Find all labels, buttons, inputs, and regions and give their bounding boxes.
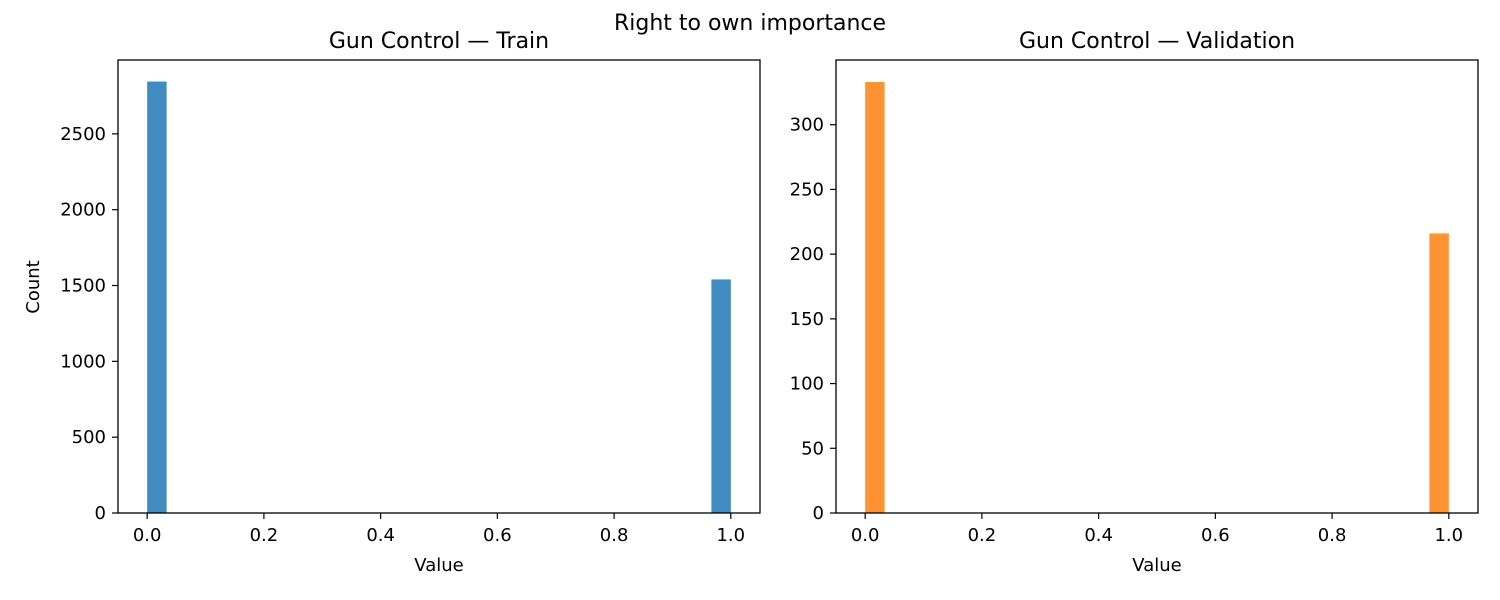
validation-bars <box>865 82 1449 514</box>
train-y-tick-label-0: 0 <box>95 503 106 524</box>
train-panel: Gun Control — Train 0.0 0.2 0.4 0.6 0.8 1.0 0… <box>23 29 761 576</box>
train-panel-title: Gun Control — Train <box>329 29 549 54</box>
train-axes-frame <box>117 59 761 514</box>
train-y-tick-label-2: 1000 <box>60 351 106 372</box>
validation-y-ticks: 0 50 100 150 200 250 300 <box>790 115 836 524</box>
validation-x-tick-label-2: 0.4 <box>1084 525 1113 546</box>
validation-x-tick-label-0: 0.0 <box>851 525 880 546</box>
validation-y-tick-label-6: 300 <box>790 115 824 136</box>
validation-y-tick-label-0: 0 <box>813 503 824 524</box>
train-y-tick-label-3: 1500 <box>60 276 106 297</box>
validation-x-tick-label-5: 1.0 <box>1434 525 1463 546</box>
validation-x-tick-label-4: 0.8 <box>1318 525 1347 546</box>
validation-bar-1 <box>1429 233 1449 514</box>
train-x-tick-label-5: 1.0 <box>716 525 745 546</box>
train-y-tick-label-1: 500 <box>72 427 106 448</box>
validation-panel: Gun Control — Validation 0.0 0.2 0.4 0.6 0.8… <box>790 29 1479 576</box>
validation-x-tick-label-3: 0.6 <box>1201 525 1230 546</box>
validation-y-tick-label-4: 200 <box>790 244 824 265</box>
validation-y-tick-label-3: 150 <box>790 309 824 330</box>
validation-x-tick-label-1: 0.2 <box>968 525 997 546</box>
train-x-ticks: 0.0 0.2 0.4 0.6 0.8 1.0 <box>133 513 745 546</box>
train-y-tick-label-4: 2000 <box>60 200 106 221</box>
validation-bar-0 <box>865 82 885 513</box>
train-y-tick-label-5: 2500 <box>60 124 106 145</box>
train-bar-1 <box>711 279 731 513</box>
train-x-tick-label-1: 0.2 <box>250 525 279 546</box>
train-x-tick-label-3: 0.6 <box>483 525 512 546</box>
train-y-ticks: 0 500 1000 1500 2000 2500 <box>60 124 118 524</box>
validation-x-axis-label: Value <box>1132 555 1181 576</box>
train-x-axis-label: Value <box>414 555 463 576</box>
validation-y-tick-label-2: 100 <box>790 374 824 395</box>
train-bar-0 <box>147 81 167 514</box>
validation-axes-frame <box>835 59 1479 514</box>
train-x-tick-label-4: 0.8 <box>600 525 629 546</box>
train-x-tick-label-0: 0.0 <box>133 525 162 546</box>
validation-panel-title: Gun Control — Validation <box>1019 29 1295 54</box>
figure-suptitle: Right to own importance <box>614 11 886 36</box>
train-bars <box>147 81 731 514</box>
train-y-axis-label: Count <box>23 260 44 313</box>
validation-y-tick-label-5: 250 <box>790 179 824 200</box>
validation-x-ticks: 0.0 0.2 0.4 0.6 0.8 1.0 <box>851 513 1463 546</box>
train-x-tick-label-2: 0.4 <box>366 525 395 546</box>
validation-y-tick-label-1: 50 <box>801 438 824 459</box>
